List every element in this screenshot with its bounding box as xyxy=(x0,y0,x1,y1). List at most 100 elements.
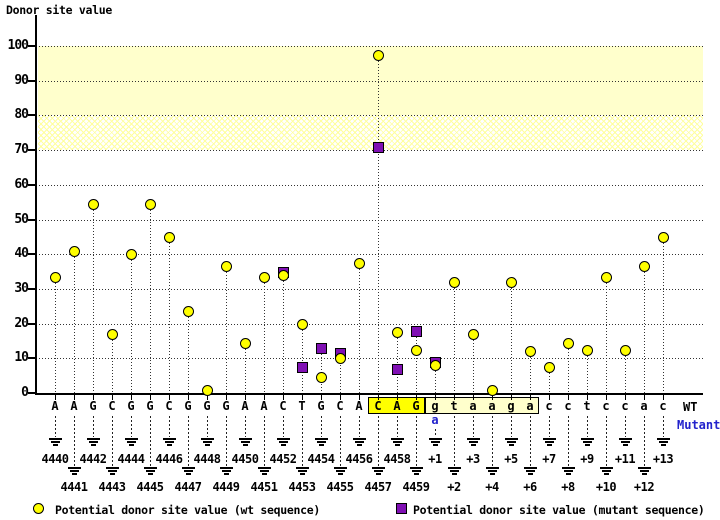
position-label: 4448 xyxy=(193,452,221,466)
arrowhead-bar xyxy=(124,438,138,440)
stem-line xyxy=(74,250,75,393)
x-axis-tick xyxy=(207,395,208,400)
arrowhead-bar xyxy=(641,473,647,475)
arrowhead-bar xyxy=(373,470,383,472)
x-axis-tick xyxy=(169,395,170,400)
x-axis-tick xyxy=(283,395,284,400)
y-gridline xyxy=(36,115,703,116)
y-gridline xyxy=(36,289,703,290)
position-arrow xyxy=(150,416,151,466)
sequence-letter: C xyxy=(336,399,344,413)
x-axis-tick xyxy=(55,395,56,400)
arrowhead-bar xyxy=(200,438,214,440)
mutant-row-label: Mutant xyxy=(677,418,720,432)
wt-point xyxy=(202,384,213,396)
arrowhead-bar xyxy=(183,470,193,472)
position-label: 4450 xyxy=(231,452,259,466)
sequence-letter: G xyxy=(222,399,230,413)
position-arrow xyxy=(587,416,588,437)
position-arrow xyxy=(568,416,569,466)
y-axis-tick xyxy=(28,253,36,255)
y-axis-tick xyxy=(28,45,36,47)
position-arrow xyxy=(625,416,626,437)
arrowhead-bar xyxy=(603,473,609,475)
arrowhead-bar xyxy=(523,467,537,469)
mutant-base-letter: a xyxy=(431,413,439,427)
arrowhead-bar xyxy=(451,473,457,475)
stem-line xyxy=(169,236,170,393)
y-axis-tick-label: 40 xyxy=(14,246,29,261)
position-label: +10 xyxy=(595,480,617,494)
position-arrow xyxy=(492,416,493,466)
x-axis-tick xyxy=(454,395,455,400)
x-axis-tick xyxy=(397,395,398,400)
stem-line xyxy=(112,334,113,393)
stem-line xyxy=(454,281,455,393)
wt-point xyxy=(392,327,403,339)
sequence-letter: G xyxy=(184,399,192,413)
y-axis-tick xyxy=(28,392,36,394)
position-label: +7 xyxy=(542,452,556,466)
stem-line xyxy=(283,271,284,393)
sequence-letter: c xyxy=(602,399,610,413)
arrowhead-bar xyxy=(280,444,286,446)
arrowhead-bar xyxy=(147,473,153,475)
position-label: 4452 xyxy=(269,452,297,466)
position-label: 4440 xyxy=(41,452,69,466)
arrowhead-bar xyxy=(599,467,613,469)
y-axis-tick-label: 90 xyxy=(14,73,29,88)
arrowhead-bar xyxy=(639,470,649,472)
arrowhead-bar xyxy=(658,441,668,443)
arrowhead-bar xyxy=(164,441,174,443)
position-arrow xyxy=(378,416,379,466)
arrowhead-bar xyxy=(561,467,575,469)
y-gridline xyxy=(36,150,703,151)
sequence-letter: t xyxy=(450,399,458,413)
stem-line xyxy=(568,342,569,393)
wt-point xyxy=(278,270,289,282)
y-axis-tick xyxy=(28,114,36,116)
stem-line xyxy=(663,236,664,393)
arrowhead-bar xyxy=(242,444,248,446)
position-arrow xyxy=(397,416,398,437)
wt-point xyxy=(525,346,536,358)
arrowhead-bar xyxy=(525,470,535,472)
y-axis-tick-label: 70 xyxy=(14,142,29,157)
x-axis-tick xyxy=(74,395,75,400)
x-axis-tick xyxy=(644,395,645,400)
position-arrow xyxy=(359,416,360,437)
y-axis-tick-label: 50 xyxy=(14,212,29,227)
arrowhead-bar xyxy=(295,467,309,469)
wt-point xyxy=(354,257,365,269)
y-axis-tick xyxy=(28,288,36,290)
position-arrow xyxy=(321,416,322,437)
arrowhead-bar xyxy=(71,473,77,475)
wt-point xyxy=(88,198,99,210)
x-axis-tick xyxy=(549,395,550,400)
sequence-letter: g xyxy=(507,399,515,413)
wt-point xyxy=(620,344,631,356)
sequence-letter: G xyxy=(89,399,97,413)
position-label: 4443 xyxy=(98,480,126,494)
position-label: 4453 xyxy=(288,480,316,494)
arrowhead-bar xyxy=(449,470,459,472)
y-gridline xyxy=(36,358,703,359)
sequence-letter: A xyxy=(70,399,78,413)
arrowhead-bar xyxy=(240,441,250,443)
x-axis-tick xyxy=(93,395,94,400)
x-axis-tick xyxy=(340,395,341,400)
stem-line xyxy=(378,54,379,393)
y-axis-tick xyxy=(28,219,36,221)
wt-point xyxy=(639,261,650,273)
sequence-letter: C xyxy=(165,399,173,413)
arrowhead-bar xyxy=(69,470,79,472)
y-axis-tick xyxy=(28,323,36,325)
wt-point xyxy=(297,318,308,330)
wt-point xyxy=(563,337,574,349)
sequence-box-gtaaga xyxy=(425,397,539,414)
arrowhead-bar xyxy=(185,473,191,475)
arrowhead-bar xyxy=(447,467,461,469)
arrowhead-bar xyxy=(67,467,81,469)
x-axis-tick xyxy=(302,395,303,400)
arrowhead-bar xyxy=(143,467,157,469)
